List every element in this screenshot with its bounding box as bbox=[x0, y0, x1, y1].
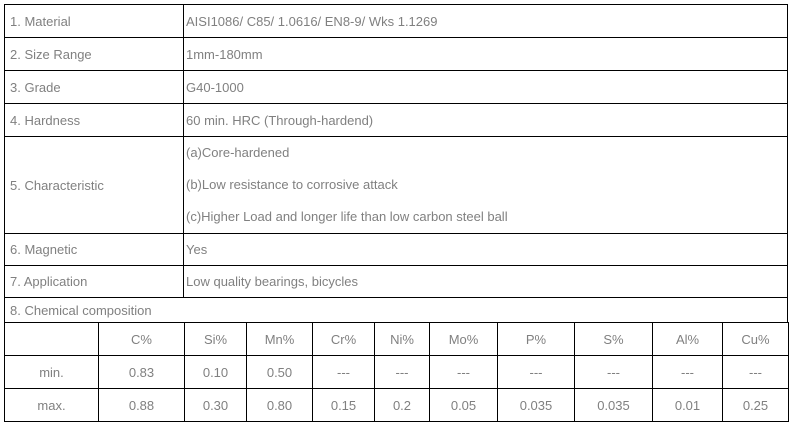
row-value: (a)Core-hardened (b)Low resistance to co… bbox=[183, 136, 788, 234]
chem-header-cell: Cr% bbox=[312, 322, 375, 356]
chem-header-cell: Mn% bbox=[246, 322, 313, 356]
chem-row-label: min. bbox=[4, 355, 99, 389]
chem-header-cell: Si% bbox=[184, 322, 247, 356]
row-label: 1. Material bbox=[4, 4, 184, 38]
chem-min-row: min. 0.83 0.10 0.50 --- --- --- --- --- … bbox=[4, 355, 789, 389]
chem-header-cell: C% bbox=[98, 322, 185, 356]
table-row-magnetic: 6. Magnetic Yes bbox=[4, 233, 788, 266]
chem-cell: 0.01 bbox=[652, 388, 723, 422]
chem-row-label: max. bbox=[4, 388, 99, 422]
row-value: Yes bbox=[183, 233, 788, 266]
chem-cell: --- bbox=[312, 355, 375, 389]
chem-header-cell bbox=[4, 322, 99, 356]
row-value: 60 min. HRC (Through-hardend) bbox=[183, 103, 788, 137]
row-label: 5. Characteristic bbox=[4, 136, 184, 234]
chem-cell: 0.88 bbox=[98, 388, 185, 422]
table-row-characteristic: 5. Characteristic (a)Core-hardened (b)Lo… bbox=[4, 136, 788, 234]
row-value: G40-1000 bbox=[183, 70, 788, 104]
spec-table: 1. Material AISI1086/ C85/ 1.0616/ EN8-9… bbox=[4, 4, 788, 323]
chem-cell: 0.30 bbox=[184, 388, 247, 422]
chem-header-row: C% Si% Mn% Cr% Ni% Mo% P% S% Al% Cu% bbox=[4, 322, 789, 356]
chem-cell: 0.10 bbox=[184, 355, 247, 389]
chem-cell: 0.80 bbox=[246, 388, 313, 422]
table-row-application: 7. Application Low quality bearings, bic… bbox=[4, 265, 788, 298]
characteristic-line: (c)Higher Load and longer life than low … bbox=[186, 209, 508, 224]
chem-cell: 0.15 bbox=[312, 388, 375, 422]
table-row-hardness: 4. Hardness 60 min. HRC (Through-hardend… bbox=[4, 103, 788, 137]
row-label: 7. Application bbox=[4, 265, 184, 298]
chem-cell: --- bbox=[574, 355, 653, 389]
characteristic-line: (a)Core-hardened bbox=[186, 145, 290, 160]
row-label: 3. Grade bbox=[4, 70, 184, 104]
chem-cell: --- bbox=[722, 355, 789, 389]
chemical-composition-table: C% Si% Mn% Cr% Ni% Mo% P% S% Al% Cu% min… bbox=[4, 322, 789, 422]
row-label: 8. Chemical composition bbox=[4, 297, 788, 323]
table-row-chemical-composition: 8. Chemical composition bbox=[4, 297, 788, 323]
chem-cell: 0.035 bbox=[497, 388, 575, 422]
chem-cell: --- bbox=[374, 355, 430, 389]
row-label: 2. Size Range bbox=[4, 37, 184, 71]
chem-cell: 0.50 bbox=[246, 355, 313, 389]
chem-cell: 0.83 bbox=[98, 355, 185, 389]
chem-max-row: max. 0.88 0.30 0.80 0.15 0.2 0.05 0.035 … bbox=[4, 388, 789, 422]
table-row-material: 1. Material AISI1086/ C85/ 1.0616/ EN8-9… bbox=[4, 4, 788, 38]
chem-cell: 0.2 bbox=[374, 388, 430, 422]
chem-header-cell: P% bbox=[497, 322, 575, 356]
row-value: AISI1086/ C85/ 1.0616/ EN8-9/ Wks 1.1269 bbox=[183, 4, 788, 38]
chem-header-cell: Al% bbox=[652, 322, 723, 356]
table-row-grade: 3. Grade G40-1000 bbox=[4, 70, 788, 104]
chem-header-cell: Ni% bbox=[374, 322, 430, 356]
chem-cell: 0.25 bbox=[722, 388, 789, 422]
chem-cell: --- bbox=[652, 355, 723, 389]
chem-header-cell: Mo% bbox=[429, 322, 498, 356]
chem-cell: 0.035 bbox=[574, 388, 653, 422]
table-row-size-range: 2. Size Range 1mm-180mm bbox=[4, 37, 788, 71]
chem-cell: 0.05 bbox=[429, 388, 498, 422]
chem-cell: --- bbox=[497, 355, 575, 389]
row-value: 1mm-180mm bbox=[183, 37, 788, 71]
characteristic-line: (b)Low resistance to corrosive attack bbox=[186, 177, 398, 192]
chem-header-cell: Cu% bbox=[722, 322, 789, 356]
row-label: 4. Hardness bbox=[4, 103, 184, 137]
row-label: 6. Magnetic bbox=[4, 233, 184, 266]
row-value: Low quality bearings, bicycles bbox=[183, 265, 788, 298]
chem-cell: --- bbox=[429, 355, 498, 389]
chem-header-cell: S% bbox=[574, 322, 653, 356]
